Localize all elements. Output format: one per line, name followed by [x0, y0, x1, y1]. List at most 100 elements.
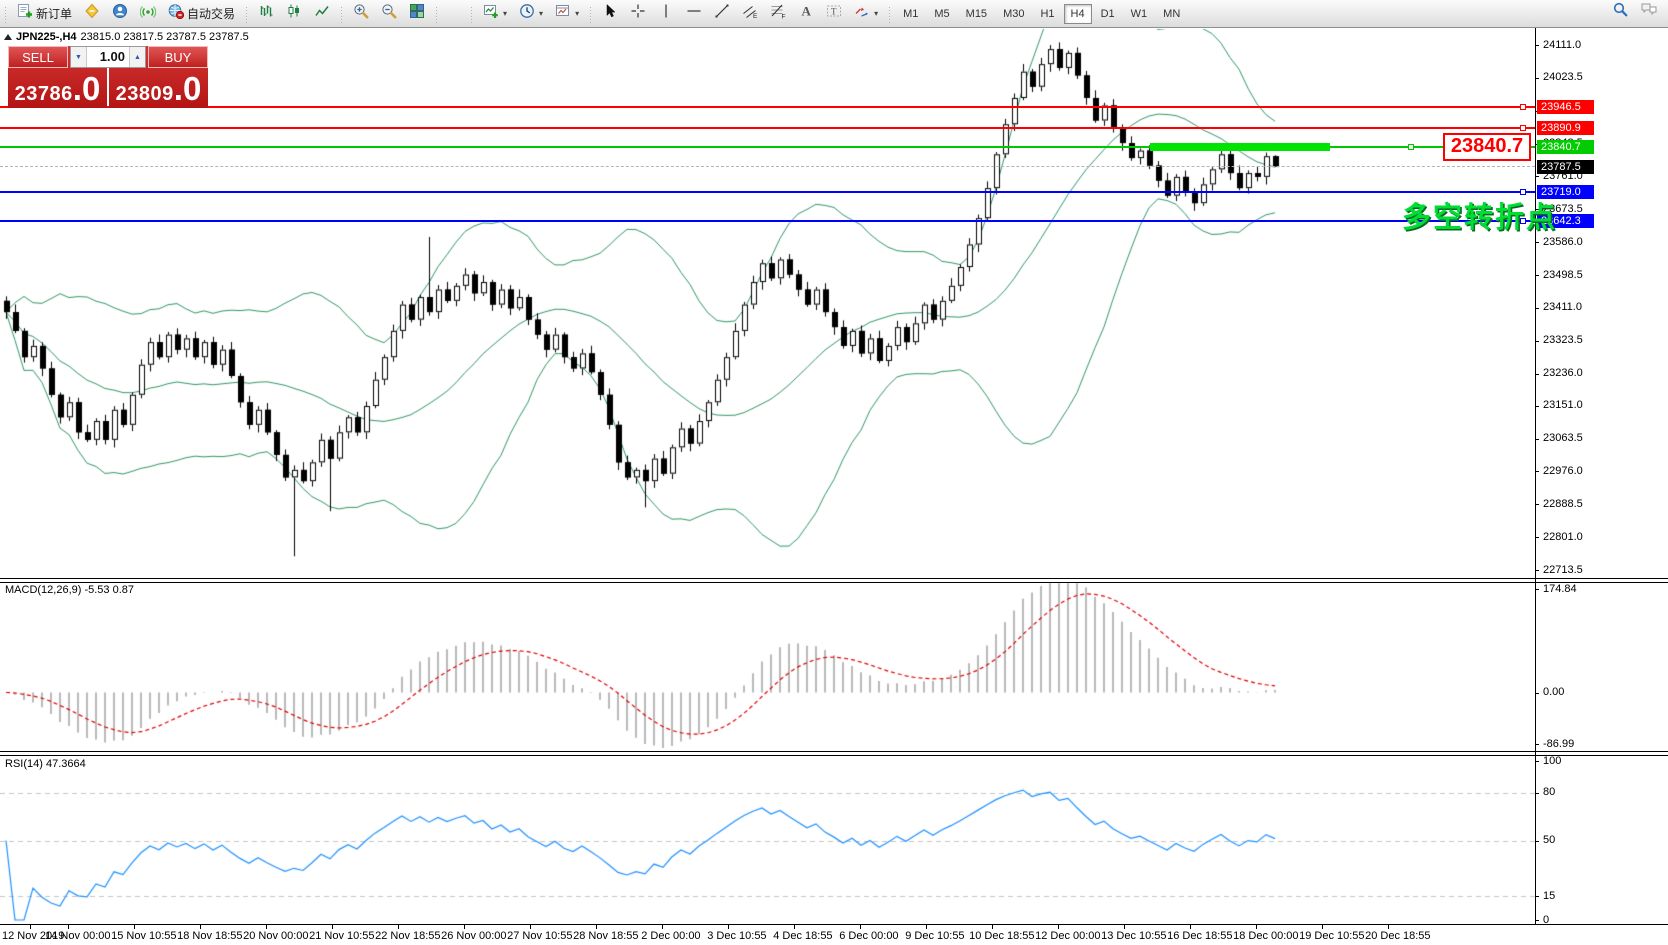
panel-separator[interactable]: [0, 755, 1668, 756]
time-tick-mark: [728, 925, 729, 929]
volume-decrease-button[interactable]: ▼: [71, 47, 87, 67]
price-tick-label: 23498.5: [1543, 268, 1583, 281]
price-tick-mark: [1535, 77, 1539, 79]
chat-button[interactable]: [1635, 1, 1663, 21]
rsi-tick-mark: [1535, 792, 1539, 794]
timeframe-m30-button[interactable]: M30: [1003, 7, 1025, 20]
collapse-icon[interactable]: [4, 34, 12, 40]
zoom-out-button[interactable]: [376, 4, 402, 24]
tile-windows-button[interactable]: [404, 4, 430, 24]
line-drag-handle[interactable]: [1520, 103, 1526, 110]
timeframe-h4-button[interactable]: H4: [1063, 3, 1092, 24]
fibonacci-tool-button[interactable]: F: [765, 4, 791, 24]
svg-text:T: T: [831, 7, 837, 17]
timeframe-d1-button[interactable]: D1: [1100, 7, 1115, 20]
timeframe-w1-button[interactable]: W1: [1130, 7, 1148, 20]
time-tick-label: 27 Nov 10:55: [507, 930, 573, 942]
bar-chart-button[interactable]: [253, 4, 279, 24]
equidistant-channel-tool-button[interactable]: E: [737, 4, 763, 24]
panel-separator[interactable]: [0, 578, 1668, 579]
time-tick-label: 20 Nov 00:00: [243, 930, 309, 942]
sell-button[interactable]: SELL: [8, 46, 68, 68]
chart-shift-button[interactable]: [443, 4, 453, 24]
signals-icon: [139, 3, 157, 24]
search-button[interactable]: [1607, 1, 1633, 21]
period-menu-button[interactable]: ▾: [514, 4, 548, 24]
metaeditor-button[interactable]: [79, 3, 105, 24]
timeframe-m15-button[interactable]: M15: [965, 7, 988, 20]
timeframe-mn-button[interactable]: MN: [1163, 7, 1181, 20]
price-tick-mark: [1535, 438, 1539, 440]
autotrading-button[interactable]: 自动交易: [163, 4, 240, 24]
line-drag-handle[interactable]: [1408, 143, 1414, 150]
horizontal-level-line[interactable]: [0, 191, 1535, 194]
horizontal-level-line[interactable]: [0, 126, 1535, 129]
price-tick-label: 23151.0: [1543, 399, 1583, 412]
time-tick-mark: [332, 925, 333, 929]
signals-button[interactable]: [135, 4, 161, 24]
panel-separator[interactable]: [0, 751, 1668, 752]
price-axis-badge: 23946.5: [1537, 99, 1594, 114]
toolbar-grip[interactable]: [434, 4, 440, 23]
volume-value[interactable]: 1.00: [99, 49, 125, 64]
crosshair-tool-button[interactable]: [625, 4, 651, 24]
price-tick-mark: [1535, 537, 1539, 539]
vertical-line-tool-button[interactable]: [653, 4, 679, 24]
time-tick-label: 20 Dec 18:55: [1365, 930, 1431, 942]
panel-separator[interactable]: [0, 582, 1668, 583]
new-chart-button[interactable]: ▾: [478, 4, 512, 24]
template-menu-button[interactable]: ▾: [550, 4, 584, 24]
new-chart-icon: [483, 3, 499, 24]
timeframe-m5-button[interactable]: M5: [934, 7, 950, 20]
toolbar-grip[interactable]: [339, 4, 345, 23]
toolbar-grip[interactable]: [3, 4, 8, 23]
horizontal-level-line[interactable]: [0, 145, 1535, 148]
horizontal-line-tool-button[interactable]: [681, 4, 707, 24]
svg-text:E: E: [753, 13, 758, 19]
community-button[interactable]: [107, 4, 133, 24]
support-zone-thick-line[interactable]: [1150, 142, 1330, 151]
toolbar: 新订单 自动交易 ▾ ▾ ▾ E F A T ▾ M1 M5 M15 M30 H1 H4 D1 W1 MN: [0, 0, 1668, 28]
cursor-icon: [602, 3, 618, 24]
rsi-tick-mark: [1535, 920, 1539, 921]
one-click-trading-panel: 23786.0 23809.0 SELL BUY ▼ 1.00 ▲: [8, 46, 208, 108]
auto-scroll-button[interactable]: [455, 4, 465, 24]
volume-increase-button[interactable]: ▲: [129, 47, 145, 67]
time-tick-label: 2 Dec 00:00: [641, 930, 701, 942]
timeframe-h1-button[interactable]: H1: [1040, 7, 1055, 20]
price-tick-mark: [1535, 176, 1539, 178]
price-tick-label: 23411.0: [1543, 301, 1582, 314]
arrows-tool-button[interactable]: ▾: [849, 4, 883, 24]
line-drag-handle[interactable]: [1520, 189, 1526, 196]
price-tick-mark: [1535, 209, 1539, 211]
line-chart-button[interactable]: [309, 4, 335, 24]
toolbar-grip[interactable]: [469, 4, 475, 23]
trendline-tool-button[interactable]: [709, 4, 735, 24]
chart-bars-icon: [258, 3, 274, 24]
sell-price: 23786.0: [14, 70, 101, 107]
price-tag-annotation[interactable]: 23840.7: [1443, 133, 1531, 161]
text-label-tool-button[interactable]: T: [821, 4, 847, 24]
toolbar-grip[interactable]: [244, 4, 250, 23]
toolbar-grip[interactable]: [588, 4, 594, 23]
timeframe-m1-button[interactable]: M1: [903, 7, 919, 20]
buy-button[interactable]: BUY: [148, 46, 208, 68]
horizontal-level-line[interactable]: [0, 105, 1535, 108]
line-drag-handle[interactable]: [1520, 218, 1526, 225]
cursor-tool-button[interactable]: [597, 3, 623, 24]
candlestick-chart-button[interactable]: [281, 4, 307, 24]
price-tick-mark: [1535, 373, 1539, 375]
line-drag-handle[interactable]: [1520, 124, 1526, 131]
new-order-button[interactable]: 新订单: [12, 4, 77, 24]
text-tool-button[interactable]: A: [793, 4, 819, 24]
time-tick-mark: [68, 925, 69, 929]
time-tick-label: 3 Dec 10:55: [707, 930, 767, 942]
turning-point-annotation[interactable]: 多空转折点: [1402, 202, 1558, 234]
rsi-tick-mark: [1535, 896, 1539, 898]
text-icon: A: [798, 3, 814, 24]
horizontal-level-line[interactable]: [0, 220, 1535, 223]
time-tick-mark: [530, 925, 531, 929]
toolbar-grip[interactable]: [887, 4, 893, 23]
zoom-in-button[interactable]: [348, 4, 374, 24]
